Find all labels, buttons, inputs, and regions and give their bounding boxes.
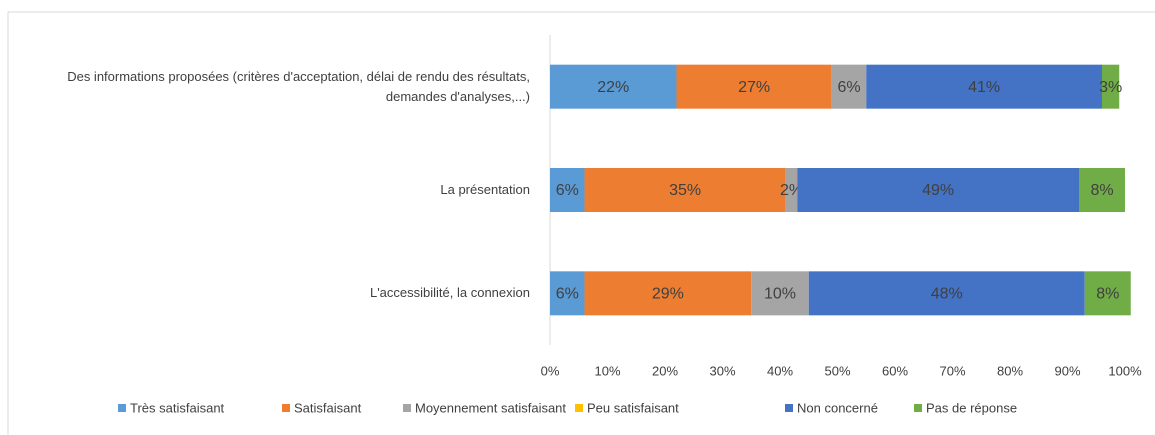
x-tick-label: 20% <box>652 363 678 378</box>
legend-swatch <box>785 404 793 412</box>
data-label: 48% <box>931 286 963 303</box>
x-tick-label: 10% <box>594 363 620 378</box>
bar-segment <box>1084 271 1131 316</box>
x-tick-label: 40% <box>767 363 793 378</box>
bar-segment <box>550 271 585 316</box>
x-tick-label: 0% <box>541 363 560 378</box>
bar-segment <box>584 271 752 316</box>
legend-label: Peu satisfaisant <box>587 400 679 415</box>
bar-segment <box>785 168 798 212</box>
bar-segment <box>866 64 1102 109</box>
legend-label: Moyennement satisfaisant <box>415 400 566 415</box>
legend-label: Non concerné <box>797 400 878 415</box>
data-label: 27% <box>738 79 770 96</box>
x-tick-label: 60% <box>882 363 908 378</box>
data-label: 3% <box>1099 79 1122 96</box>
data-label: 6% <box>837 79 860 96</box>
legend-label: Satisfaisant <box>294 400 362 415</box>
x-tick-label: 30% <box>709 363 735 378</box>
data-label: 8% <box>1090 182 1113 199</box>
data-label: 35% <box>669 182 701 199</box>
data-label: 10% <box>764 286 796 303</box>
data-label: 49% <box>922 182 954 199</box>
x-tick-label: 70% <box>939 363 965 378</box>
data-label: 8% <box>1096 286 1119 303</box>
category-label: La présentation <box>440 182 530 197</box>
bar-segment <box>676 64 832 109</box>
bar-segment <box>1102 64 1120 109</box>
chart-border <box>7 11 1155 435</box>
category-label: Des informations proposées (critères d'a… <box>67 68 530 104</box>
legend-swatch <box>282 404 290 412</box>
bar-segment <box>550 64 677 109</box>
data-label: 29% <box>652 286 684 303</box>
legend-swatch <box>914 404 922 412</box>
category-label: L'accessibilité, la connexion <box>369 285 530 301</box>
bar-segment <box>751 271 809 316</box>
x-tick-label: 90% <box>1054 363 1080 378</box>
x-tick-label: 100% <box>1108 363 1142 378</box>
legend-swatch <box>575 404 583 412</box>
data-label: 41% <box>968 79 1000 96</box>
legend-label: Très satisfaisant <box>130 400 225 415</box>
data-label: 22% <box>597 79 629 96</box>
bar-segment <box>584 168 786 212</box>
x-tick-label: 80% <box>997 363 1023 378</box>
bar-segment <box>808 271 1085 316</box>
legend-label: Pas de réponse <box>926 400 1017 415</box>
legend-swatch <box>118 404 126 412</box>
legend-swatch <box>403 404 411 412</box>
bar-segment <box>1079 168 1125 212</box>
bar-segment <box>831 64 867 109</box>
data-label: 6% <box>556 286 579 303</box>
bar-segment <box>797 168 1079 212</box>
data-label: 6% <box>556 182 579 199</box>
x-tick-label: 50% <box>824 363 850 378</box>
bar-segment <box>550 168 585 212</box>
